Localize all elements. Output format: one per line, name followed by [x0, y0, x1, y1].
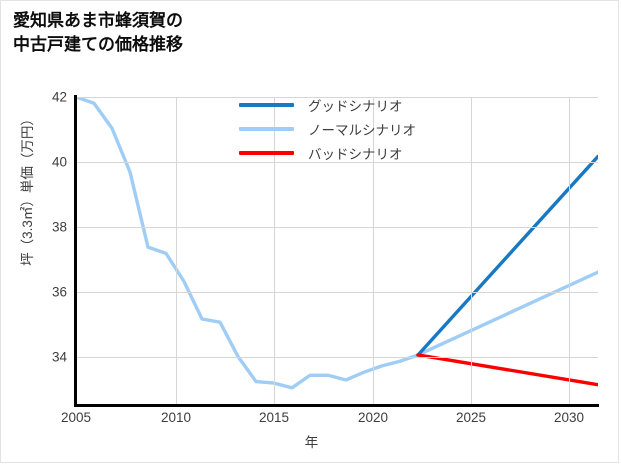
y-tick-34: 34 — [51, 349, 67, 365]
gridline-x-2010 — [176, 97, 177, 405]
legend-swatch-normal — [239, 127, 294, 131]
legend-label-normal: ノーマルシナリオ — [308, 123, 416, 138]
gridline-y-34 — [76, 357, 598, 358]
x-tick-2015: 2015 — [258, 410, 290, 425]
chart-title: 愛知県あま市蜂須賀の 中古戸建ての価格推移 — [13, 11, 183, 55]
x-axis-label: 年 — [304, 435, 319, 450]
y-tick-36: 36 — [51, 284, 67, 300]
bad-scenario-line — [416, 353, 598, 387]
y-tick-42: 42 — [51, 89, 67, 105]
x-tick-2020: 2020 — [357, 410, 389, 425]
legend-item-normal[interactable]: ノーマルシナリオ — [239, 117, 449, 141]
chart-legend: グッドシナリオ ノーマルシナリオ バッドシナリオ — [239, 93, 449, 165]
x-tick-2005: 2005 — [60, 410, 92, 425]
good-scenario-line — [416, 154, 598, 357]
x-tick-2025: 2025 — [455, 410, 487, 425]
x-axis-line — [74, 404, 599, 407]
y-axis-line — [74, 95, 77, 407]
gridline-y-40 — [76, 162, 598, 163]
legend-label-good: グッドシナリオ — [308, 99, 403, 114]
x-tick-2030: 2030 — [553, 410, 585, 425]
gridline-x-2025 — [471, 97, 472, 405]
gridline-y-38 — [76, 227, 598, 228]
y-tick-40: 40 — [51, 154, 67, 170]
series-lines — [76, 97, 598, 390]
legend-item-good[interactable]: グッドシナリオ — [239, 93, 449, 117]
legend-item-bad[interactable]: バッドシナリオ — [239, 141, 449, 165]
gridline-y-42 — [76, 97, 598, 98]
plot-area — [76, 97, 598, 405]
gridline-x-2020 — [373, 97, 374, 405]
gridline-y-36 — [76, 292, 598, 293]
legend-swatch-good — [239, 103, 294, 107]
gridline-x-2030 — [569, 97, 570, 405]
gridline-x-2015 — [274, 97, 275, 405]
x-tick-2010: 2010 — [160, 410, 192, 425]
history-line — [76, 97, 420, 390]
legend-swatch-bad — [239, 151, 294, 155]
y-axis-label: 坪（3.3㎡）単価（万円） — [20, 112, 35, 266]
normal-scenario-line — [416, 270, 598, 357]
y-tick-38: 38 — [51, 219, 67, 235]
legend-label-bad: バッドシナリオ — [308, 147, 403, 162]
